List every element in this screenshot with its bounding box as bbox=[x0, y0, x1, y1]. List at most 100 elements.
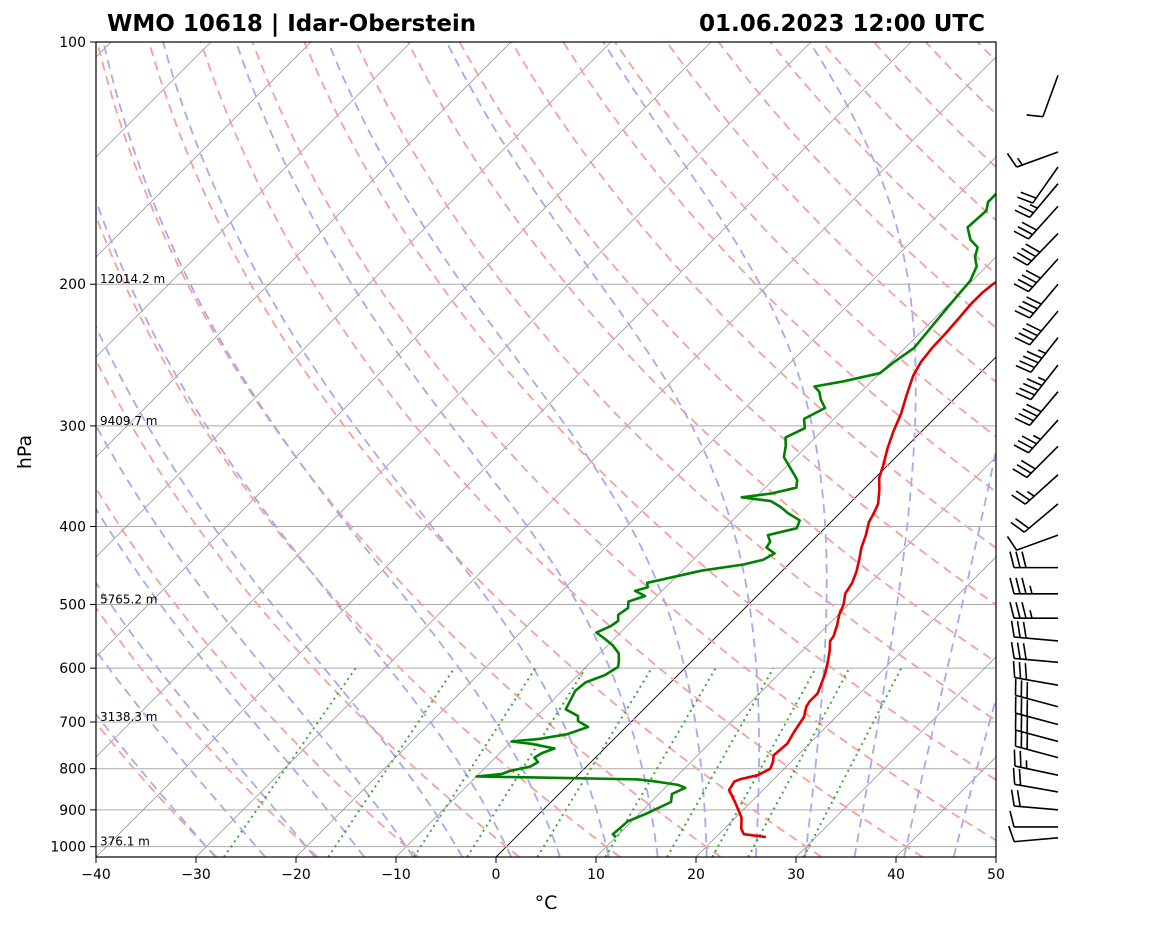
wind-barb-flag bbox=[1015, 551, 1021, 568]
wind-barb bbox=[1014, 696, 1059, 726]
wind-barb-flag bbox=[1022, 408, 1038, 417]
wind-barb-flag bbox=[1013, 230, 1029, 240]
wind-barb-shaft bbox=[1015, 745, 1059, 759]
isotherm-line bbox=[96, 42, 412, 358]
height-label: 376.1 m bbox=[100, 835, 150, 849]
dry-adiabat-line bbox=[458, 42, 996, 606]
wind-barb-flag bbox=[1017, 196, 1034, 204]
wind-barb-flag bbox=[1008, 825, 1015, 842]
wind-barb-flag bbox=[1015, 601, 1021, 619]
wind-barb-shaft bbox=[1023, 503, 1059, 533]
moist-adiabat-line bbox=[903, 446, 996, 857]
wind-barb-flag bbox=[1006, 536, 1018, 551]
wind-barb bbox=[1010, 620, 1059, 642]
wind-barb-flag bbox=[1024, 663, 1028, 680]
dry-adiabat-line bbox=[96, 721, 218, 857]
wind-barb bbox=[1012, 232, 1059, 266]
x-tick-label: −10 bbox=[381, 867, 411, 883]
dry-adiabat-line bbox=[407, 42, 996, 664]
wind-barb-flag bbox=[1026, 296, 1042, 305]
mixing-ratio-line bbox=[536, 667, 653, 857]
wind-barb-shaft bbox=[1027, 258, 1059, 293]
wind-barb-flag bbox=[1021, 577, 1027, 594]
wind-barb-shaft bbox=[1014, 765, 1059, 776]
wind-barb-flag bbox=[1014, 417, 1031, 427]
wind-barb-flag bbox=[1009, 601, 1015, 619]
wind-barbs bbox=[1006, 75, 1059, 843]
y-tick-label: 500 bbox=[59, 597, 86, 613]
wind-barb-shaft bbox=[1014, 805, 1059, 811]
wind-barb-half-flag bbox=[1037, 349, 1047, 355]
wind-barb-flag bbox=[1021, 435, 1037, 445]
chart-title-datetime: 01.06.2023 12:00 UTC bbox=[699, 11, 985, 37]
wind-barb-flag bbox=[1014, 336, 1031, 346]
wind-barb-flag bbox=[1018, 204, 1034, 214]
isotherm-line bbox=[695, 556, 996, 857]
wind-barb bbox=[1015, 364, 1059, 401]
wind-barb-shaft bbox=[1029, 183, 1059, 218]
dry-adiabat-line bbox=[251, 42, 996, 842]
y-tick-label: 100 bbox=[59, 35, 86, 51]
wind-barb-shaft bbox=[1015, 712, 1059, 726]
temperature-profile-line bbox=[727, 280, 996, 839]
wind-barb-flag bbox=[1021, 601, 1027, 619]
x-axis-label: °C bbox=[535, 892, 558, 914]
isotherm-line bbox=[395, 256, 996, 857]
wind-barb-flag bbox=[1013, 283, 1029, 293]
wind-barb-flag bbox=[1010, 789, 1015, 807]
moist-adiabat-line bbox=[96, 649, 266, 857]
wind-barb-flag bbox=[1021, 551, 1027, 568]
x-tick-label: −20 bbox=[281, 867, 311, 883]
isotherm-line bbox=[96, 42, 712, 658]
wind-barb-flag bbox=[1014, 309, 1031, 319]
wind-barb bbox=[1006, 534, 1059, 551]
wind-barb bbox=[1013, 419, 1059, 454]
wind-barb-shaft bbox=[1027, 419, 1059, 454]
dry-adiabat-line bbox=[96, 42, 722, 857]
height-labels: 12014.2 m 9409.7 m 5765.2 m 3138.3 m 376.1 m bbox=[100, 272, 165, 848]
wind-barb bbox=[1014, 310, 1059, 346]
wind-barb-flag bbox=[1017, 226, 1033, 236]
dry-adiabat-line bbox=[665, 42, 996, 384]
y-tick-label: 400 bbox=[59, 519, 86, 535]
wind-barb bbox=[1014, 283, 1059, 319]
wind-barb-shaft bbox=[1029, 391, 1059, 426]
wind-barb bbox=[1014, 713, 1059, 743]
height-label: 12014.2 m bbox=[100, 272, 165, 286]
height-label: 9409.7 m bbox=[100, 414, 158, 428]
wind-barb bbox=[1026, 75, 1059, 118]
chart-title-station: WMO 10618 | Idar-Oberstein bbox=[107, 11, 476, 37]
wind-barb-flag bbox=[1022, 327, 1038, 337]
wind-barb-flag bbox=[1022, 643, 1027, 660]
wind-barb-flag bbox=[1017, 278, 1033, 288]
wind-barb-shaft bbox=[1024, 474, 1059, 505]
y-tick-label: 900 bbox=[59, 803, 86, 819]
wind-barb-flag bbox=[1018, 768, 1022, 786]
wind-barb-shaft bbox=[1016, 534, 1059, 551]
wind-barb-flag bbox=[1016, 642, 1021, 660]
wind-barb bbox=[1010, 642, 1059, 664]
wind-barb-flag bbox=[1010, 620, 1015, 638]
wind-barb-flag bbox=[1016, 251, 1033, 262]
wind-barb-flag bbox=[1009, 551, 1015, 568]
x-tick-label: −40 bbox=[81, 867, 111, 883]
moist-adiabat-line bbox=[96, 712, 217, 857]
wind-barb bbox=[1011, 474, 1059, 505]
wind-barb-flag bbox=[1010, 521, 1025, 533]
wind-barb-flag bbox=[1026, 403, 1042, 413]
wind-barb-flag bbox=[1015, 364, 1032, 374]
wind-barb-flag bbox=[1021, 274, 1037, 284]
wind-barb-flag bbox=[1022, 355, 1039, 364]
wind-barb-shaft bbox=[1014, 676, 1059, 686]
wind-barb-shaft bbox=[1014, 837, 1059, 843]
wind-barb-flag bbox=[1016, 463, 1032, 474]
wind-barb-flag bbox=[1018, 305, 1034, 315]
wind-barb-shaft bbox=[1026, 445, 1059, 478]
isotherm-line bbox=[795, 656, 996, 857]
mixing-ratio-line bbox=[327, 667, 456, 857]
wind-barb-flag bbox=[1022, 300, 1038, 310]
wind-barb bbox=[1014, 678, 1059, 708]
wind-barb-flag bbox=[1026, 114, 1044, 118]
